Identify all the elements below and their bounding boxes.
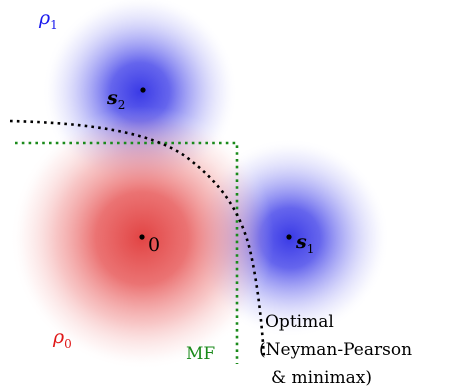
rho0-label: ρ0 bbox=[52, 326, 72, 351]
mf-label: MF bbox=[186, 344, 215, 364]
optimal-label-line2: (Neyman-Pearson bbox=[259, 340, 412, 360]
mf-boundary bbox=[15, 141, 239, 364]
s1-label: s1 bbox=[295, 231, 314, 256]
optimal-label-line3: & minimax) bbox=[271, 368, 372, 388]
s1-point bbox=[286, 234, 292, 240]
s2-point bbox=[140, 87, 146, 93]
origin-label: 0 bbox=[148, 234, 160, 256]
optimal-boundary bbox=[9, 119, 266, 359]
origin-point bbox=[139, 234, 145, 240]
optimal-label-line1: Optimal bbox=[265, 312, 334, 332]
s2-label: s2 bbox=[106, 87, 125, 112]
rho1-label: ρ1 bbox=[38, 7, 58, 32]
